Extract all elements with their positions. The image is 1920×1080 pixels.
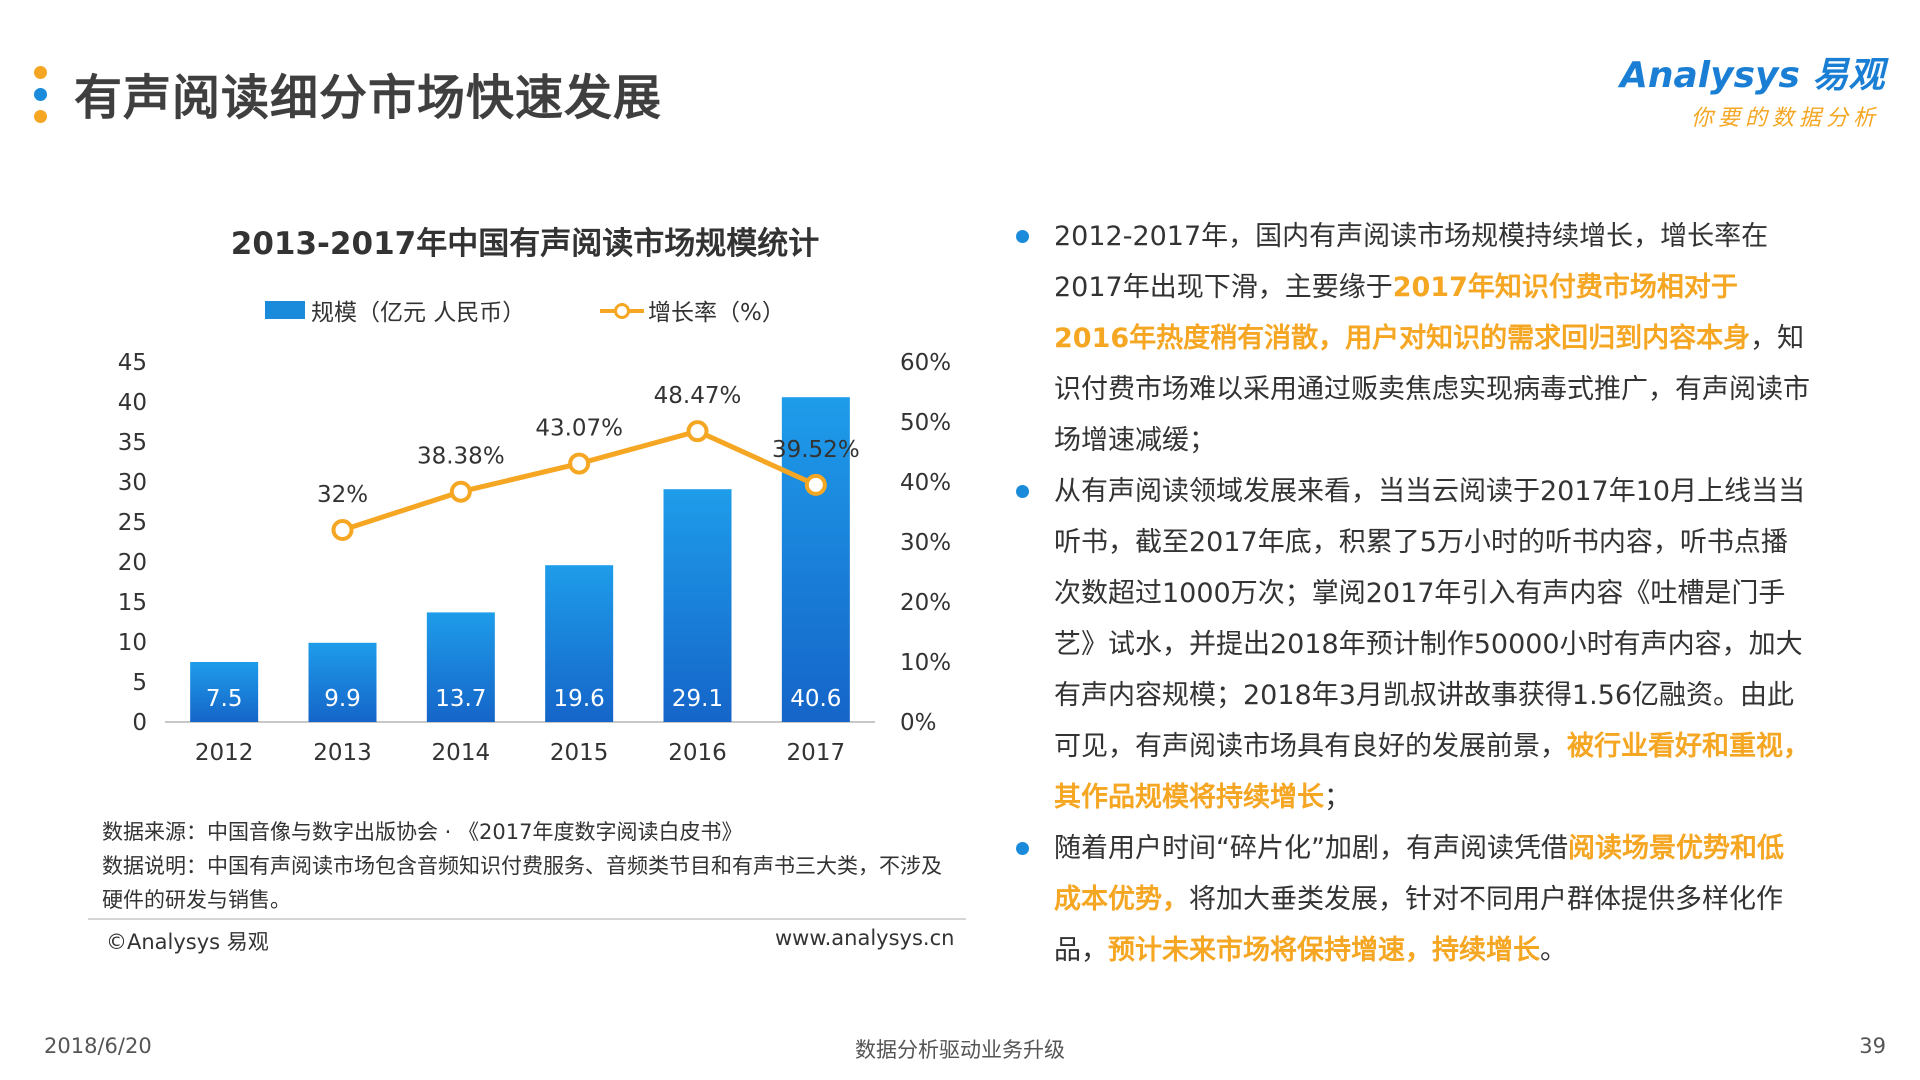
bar-value-label: 19.6 [554,686,605,712]
y-left-tick-label: 25 [118,510,147,536]
growth-point-2015 [568,452,591,475]
bar-value-label: 29.1 [672,686,723,712]
data-explanation: 数据说明：中国有声阅读市场包含音频知识付费服务、音频类节目和有声书三大类，不涉及… [102,854,942,912]
bar-2014 [426,612,495,722]
bullet-text: 将加大垂类发展，针对不同用户群体提供多样化作品， [1054,884,1783,966]
chart-notes: 数据来源：中国音像与数字出版协会 · 《2017年度数字阅读白皮书》 数据说明：… [102,815,962,917]
x-tick-label: 2012 [195,740,254,766]
page-title: 有声阅读细分市场快速发展 [74,70,663,126]
legend-item-scale: 规模（亿元 人民币） [265,292,525,328]
growth-point-2017 [804,473,827,496]
y-right-tick-label: 0% [900,710,937,736]
title-dot-3 [34,110,47,123]
y-left-tick-label: 5 [132,670,147,696]
bullet-item: 2012-2017年，国内有声阅读市场规模持续增长，增长率在2017年出现下滑，… [1010,211,1810,466]
chart-title: 2013-2017年中国有声阅读市场规模统计 [230,226,820,262]
growth-point-2016 [686,420,709,443]
bar-2015 [545,565,614,722]
legend-line-swatch [600,301,644,319]
title-decoration [34,66,48,132]
x-tick-label: 2013 [313,740,372,766]
footer-divider [88,918,966,920]
market-size-chart: 0 5 10 15 20 25 30 35 40 45 0% 10% 20% 30% 40% 50% 60% 7.… [118,350,951,766]
y-right-tick-label: 40% [900,470,951,496]
bar-2012 [190,662,259,722]
y-right-tick-label: 30% [900,530,951,556]
bullet-text: 。 [1540,935,1567,966]
y-left-tick-label: 0 [132,710,147,736]
legend-label-scale: 规模（亿元 人民币） [311,300,526,326]
bullet-highlight: 预计未来市场将保持增速，持续增长 [1108,935,1540,966]
y-left-tick-label: 10 [118,630,147,656]
analysys-logo: Analysys 易观 你要的数据分析 [1620,55,1885,132]
bullet-text: 2012-2017年，国内有声阅读市场规模持续增长，增长率在2017年出现下滑，… [1054,221,1769,303]
y-right-tick-label: 60% [900,350,951,376]
growth-value-label: 32% [317,482,368,508]
footer-slogan: 数据分析驱动业务升级 [855,1038,1065,1062]
y-right-tick-label: 50% [900,410,951,436]
bullet-text: 随着用户时间“碎片化”加剧，有声阅读凭借 [1054,833,1568,864]
growth-value-label: 43.07% [535,416,623,442]
y-right-tick-label: 10% [900,650,951,676]
bar-value-label: 13.7 [435,686,486,712]
y-left-tick-label: 45 [118,350,147,376]
report-date: 2018/6/20 [44,1034,152,1058]
x-tick-label: 2016 [668,740,727,766]
bullet-text: ； [1324,782,1351,813]
logo-tagline: 你要的数据分析 [1690,106,1880,131]
bullet-text: 从有声阅读领域发展来看，当当云阅读于2017年10月上线当当听书，截至2017年… [1054,476,1806,762]
bullet-highlight: 被行业看好和重视，其作品规模将持续增长 [1054,731,1810,813]
bullet-highlight: 2017年知识付费市场相对于2016年热度稍有消散，用户对知识的需求回归到内容本… [1054,272,1751,354]
growth-point-2014 [449,480,472,503]
bullet-highlight: 阅读场景优势和低成本优势， [1054,833,1784,915]
y-left-tick-label: 40 [118,390,147,416]
legend-bar-swatch [265,301,305,319]
growth-value-label: 39.52% [772,437,860,463]
bar-2013 [308,642,377,722]
title-dot-2 [34,88,47,101]
growth-rate-line [341,428,817,533]
logo-name: Analysys 易观 [1620,55,1885,96]
copyright: ©Analysys 易观 [106,930,269,954]
y-right-tick-label: 20% [900,590,951,616]
bar-2016 [663,489,732,722]
y-left-tick-label: 15 [118,590,147,616]
legend-item-growth: 增长率（%） [600,292,785,328]
x-tick-label: 2014 [432,740,491,766]
legend-label-growth: 增长率（%） [648,300,785,326]
y-left-tick-label: 35 [118,430,147,456]
y-left-tick-label: 20 [118,550,147,576]
analysis-bullets: 2012-2017年，国内有声阅读市场规模持续增长，增长率在2017年出现下滑，… [1010,211,1810,976]
bullet-item: 随着用户时间“碎片化”加剧，有声阅读凭借阅读场景优势和低成本优势，将加大垂类发展… [1010,823,1810,976]
bar-2017 [781,397,850,722]
data-source: 数据来源：中国音像与数字出版协会 · 《2017年度数字阅读白皮书》 [102,820,743,844]
bullet-item: 从有声阅读领域发展来看，当当云阅读于2017年10月上线当当听书，截至2017年… [1010,466,1810,823]
website-url: www.analysys.cn [775,926,955,950]
bar-value-label: 40.6 [790,686,841,712]
growth-value-label: 48.47% [654,383,742,409]
growth-value-label: 38.38% [417,444,505,470]
bar-value-label: 7.5 [206,686,243,712]
growth-point-2013 [331,519,354,541]
x-tick-label: 2017 [787,740,846,766]
y-left-tick-label: 30 [118,470,147,496]
title-dot-1 [34,66,47,79]
page-number: 39 [1859,1034,1886,1058]
bar-value-label: 9.9 [324,686,361,712]
x-tick-label: 2015 [550,740,609,766]
bullet-text: ，知识付费市场难以采用通过贩卖焦虑实现病毒式推广，有声阅读市场增速减缓； [1054,323,1810,456]
